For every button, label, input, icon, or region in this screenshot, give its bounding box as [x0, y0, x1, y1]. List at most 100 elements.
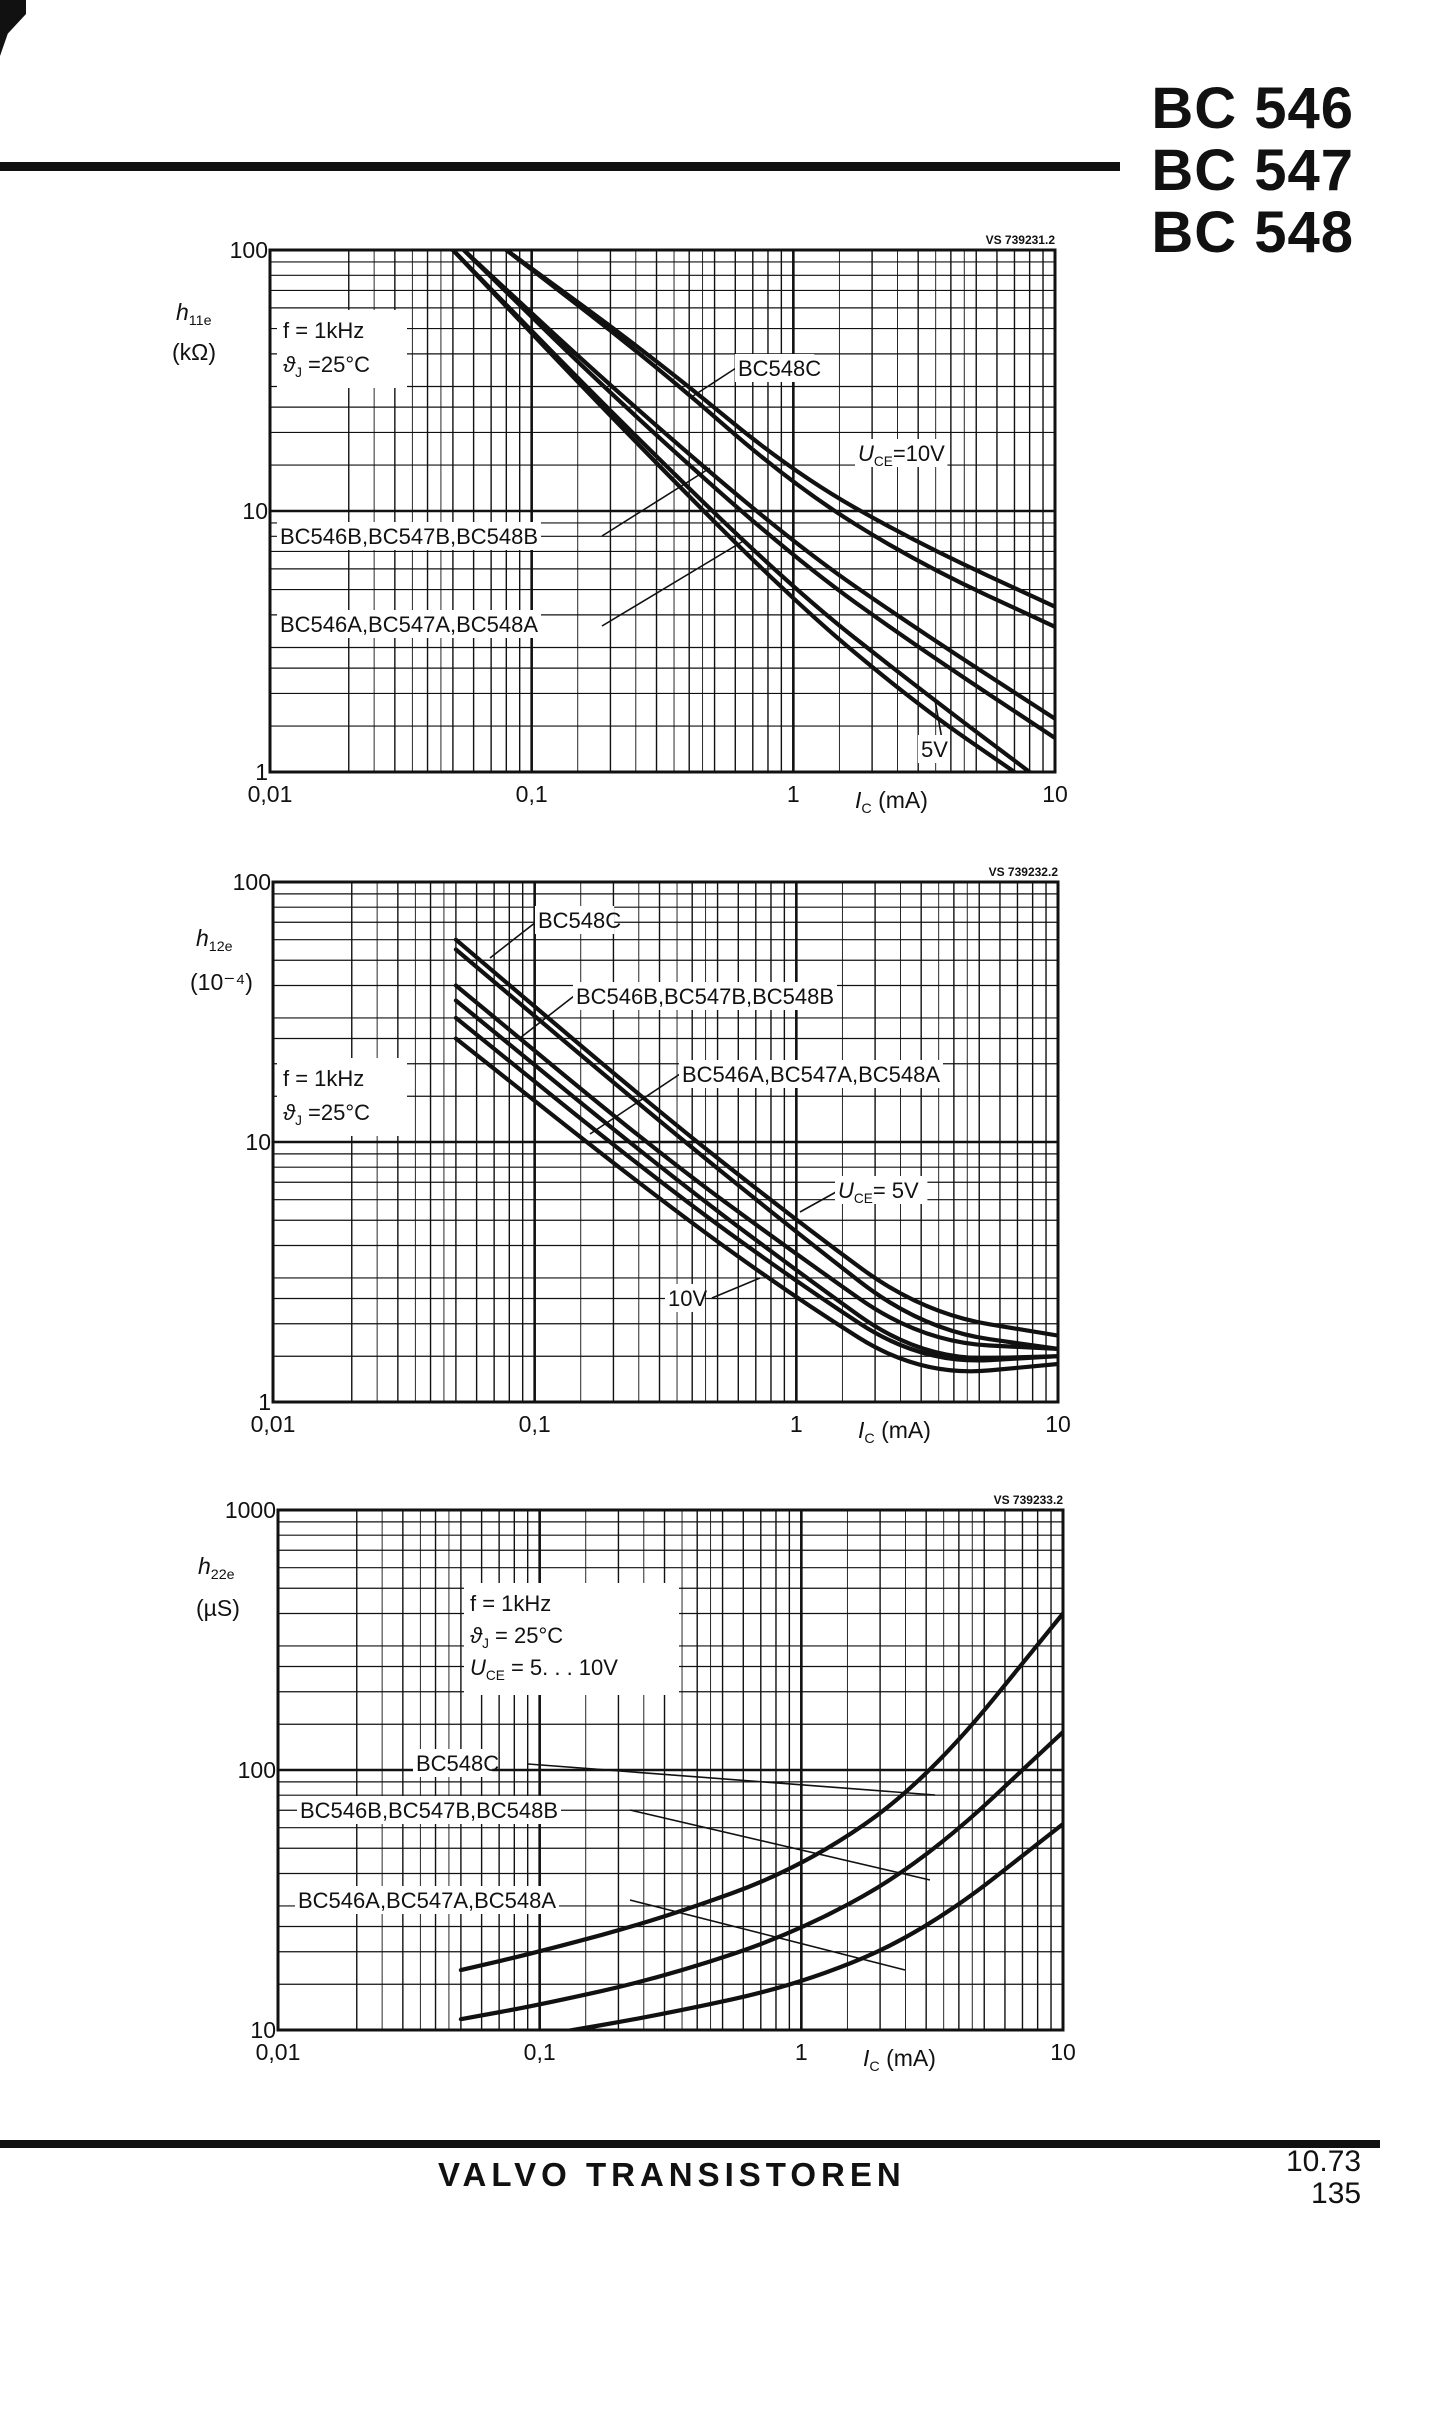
series-curve-b — [461, 250, 1055, 741]
conditions-box — [277, 310, 407, 388]
header-rule — [0, 162, 1120, 171]
figure-code: VS 739232.2 — [989, 865, 1059, 879]
curve-annotation: BC548C — [538, 908, 621, 933]
annotation-leader — [519, 995, 575, 1039]
x-axis-label: IC (mA) — [855, 787, 928, 817]
y-tick-label: 1 — [255, 759, 268, 785]
annotation-bg — [277, 522, 541, 550]
x-tick-label: 10 — [1045, 1411, 1071, 1437]
y-tick-label: 10 — [242, 498, 268, 524]
title-bc547: BC 547 — [1151, 138, 1354, 203]
chart-1: 0,01 0,1 1 10 1 10 100 VS 739231.2 h11e (kΩ) IC (m… — [172, 233, 1068, 817]
y-tick-label: 10 — [245, 1129, 271, 1155]
annotation-bg — [679, 1060, 943, 1088]
y-axis-label: h11e — [176, 299, 212, 329]
x-axis-label: IC (mA) — [858, 1417, 931, 1447]
annotation-bg — [295, 1886, 559, 1914]
y-axis-unit: (kΩ) — [172, 339, 216, 365]
y-axis-unit: (µS) — [196, 1595, 240, 1621]
annotation-leader — [527, 1763, 936, 1796]
curve-annotation: UCE= 5V — [838, 1178, 919, 1206]
annotation-leader — [601, 539, 746, 627]
chart-3: 0,01 0,1 1 10 10 100 1000 VS 739233.2 h22e (µS) IC… — [196, 1493, 1076, 2075]
footer-rule — [0, 2140, 1380, 2148]
y-axis-label: h12e — [196, 925, 233, 955]
series-curve-b — [461, 250, 1055, 721]
x-axis-label: IC (mA) — [863, 2045, 936, 2075]
condition-text: UCE = 5. . . 10V — [470, 1655, 618, 1683]
x-tick-label: 0,01 — [248, 781, 293, 807]
chart-2: 0,01 0,1 1 10 1 10 100 VS 739232.2 h12e (10⁻⁴) IC … — [190, 865, 1071, 1447]
device-titles: BC 546 BC 547 BC 548 — [1151, 78, 1354, 264]
annotation-leader — [689, 367, 737, 399]
series-curve-b — [453, 998, 1058, 1361]
curve-annotation: BC548C — [416, 1751, 499, 1776]
series-curve-c — [504, 250, 1055, 629]
title-bc546: BC 546 — [1151, 76, 1354, 141]
conditions-box — [464, 1583, 679, 1695]
annotation-bg — [277, 610, 541, 638]
charts-canvas: 0,01 0,1 1 10 1 10 100 VS 739231.2 h11e (kΩ) IC (m… — [172, 233, 1076, 2075]
x-tick-label: 1 — [787, 781, 800, 807]
condition-text: ϑJ =25°C — [283, 352, 370, 380]
condition-text: ϑJ =25°C — [283, 1100, 370, 1128]
annotation-leader — [799, 1191, 837, 1213]
curve-annotation: 5V — [921, 737, 948, 762]
annotation-bg — [855, 439, 948, 467]
x-tick-label: 1 — [790, 1411, 803, 1437]
x-tick-label: 10 — [1050, 2039, 1076, 2065]
curve-annotation: UCE=10V — [858, 441, 945, 469]
annotation-leader — [629, 1899, 906, 1971]
annotation-bg — [413, 1749, 493, 1777]
annotation-bg — [918, 735, 945, 763]
y-tick-label: 100 — [238, 1757, 276, 1783]
annotation-leader — [589, 1073, 681, 1135]
curve-annotation: BC546B,BC547B,BC548B — [300, 1798, 558, 1823]
x-tick-label: 10 — [1042, 781, 1068, 807]
x-tick-label: 0,01 — [251, 1411, 296, 1437]
curve-annotation: BC546A,BC547A,BC548A — [682, 1062, 940, 1087]
series-curve-a — [453, 1036, 1058, 1374]
annotation-leader — [489, 921, 537, 959]
curve-annotation: BC546B,BC547B,BC548B — [280, 524, 538, 549]
annotation-leader — [711, 1277, 761, 1299]
curve-annotation: BC546A,BC547A,BC548A — [298, 1888, 556, 1913]
title-bc548: BC 548 — [1151, 200, 1354, 265]
series-curve-b — [458, 1729, 1063, 2022]
annotation-leader — [601, 467, 711, 537]
footer-date: 10.73 — [1286, 2145, 1362, 2178]
curve-annotation: BC548C — [738, 356, 821, 381]
annotation-bg — [297, 1796, 561, 1824]
series-curve-c — [453, 947, 1058, 1351]
series-curve-a — [453, 1015, 1058, 1363]
y-tick-label: 100 — [230, 237, 268, 263]
annotation-bg — [835, 1176, 928, 1204]
x-tick-label: 0,1 — [516, 781, 548, 807]
curve-annotation: BC546B,BC547B,BC548B — [576, 984, 834, 1009]
curve-annotation: BC546A,BC547A,BC548A — [280, 612, 538, 637]
annotation-bg — [735, 354, 815, 382]
series-curve-a — [450, 250, 1017, 772]
y-tick-label: 1000 — [225, 1497, 276, 1523]
series-curve-a — [560, 1821, 1063, 2030]
conditions-box — [277, 1058, 407, 1136]
y-axis-label: h22e — [198, 1553, 235, 1583]
footer-brand: VALVO TRANSISTOREN — [438, 2156, 906, 2193]
figure-code: VS 739233.2 — [994, 1493, 1064, 1507]
x-tick-label: 0,1 — [524, 2039, 556, 2065]
condition-text: f = 1kHz — [283, 1066, 364, 1091]
y-axis-unit: (10⁻⁴) — [190, 969, 253, 995]
curve-annotation: 10V — [668, 1286, 707, 1311]
series-curve-b — [453, 983, 1058, 1351]
footer-date-page: 10.73 135 — [1286, 2146, 1361, 2210]
series-curve-c — [504, 250, 1055, 609]
x-tick-label: 0,1 — [519, 1411, 551, 1437]
footer-page-number: 135 — [1311, 2177, 1362, 2210]
y-tick-label: 1 — [258, 1389, 271, 1415]
annotation-leader — [629, 1809, 931, 1881]
y-tick-label: 100 — [233, 869, 271, 895]
condition-text: f = 1kHz — [283, 318, 364, 343]
x-tick-label: 0,01 — [256, 2039, 301, 2065]
series-curve-c — [453, 937, 1058, 1338]
condition-text: f = 1kHz — [470, 1591, 551, 1616]
